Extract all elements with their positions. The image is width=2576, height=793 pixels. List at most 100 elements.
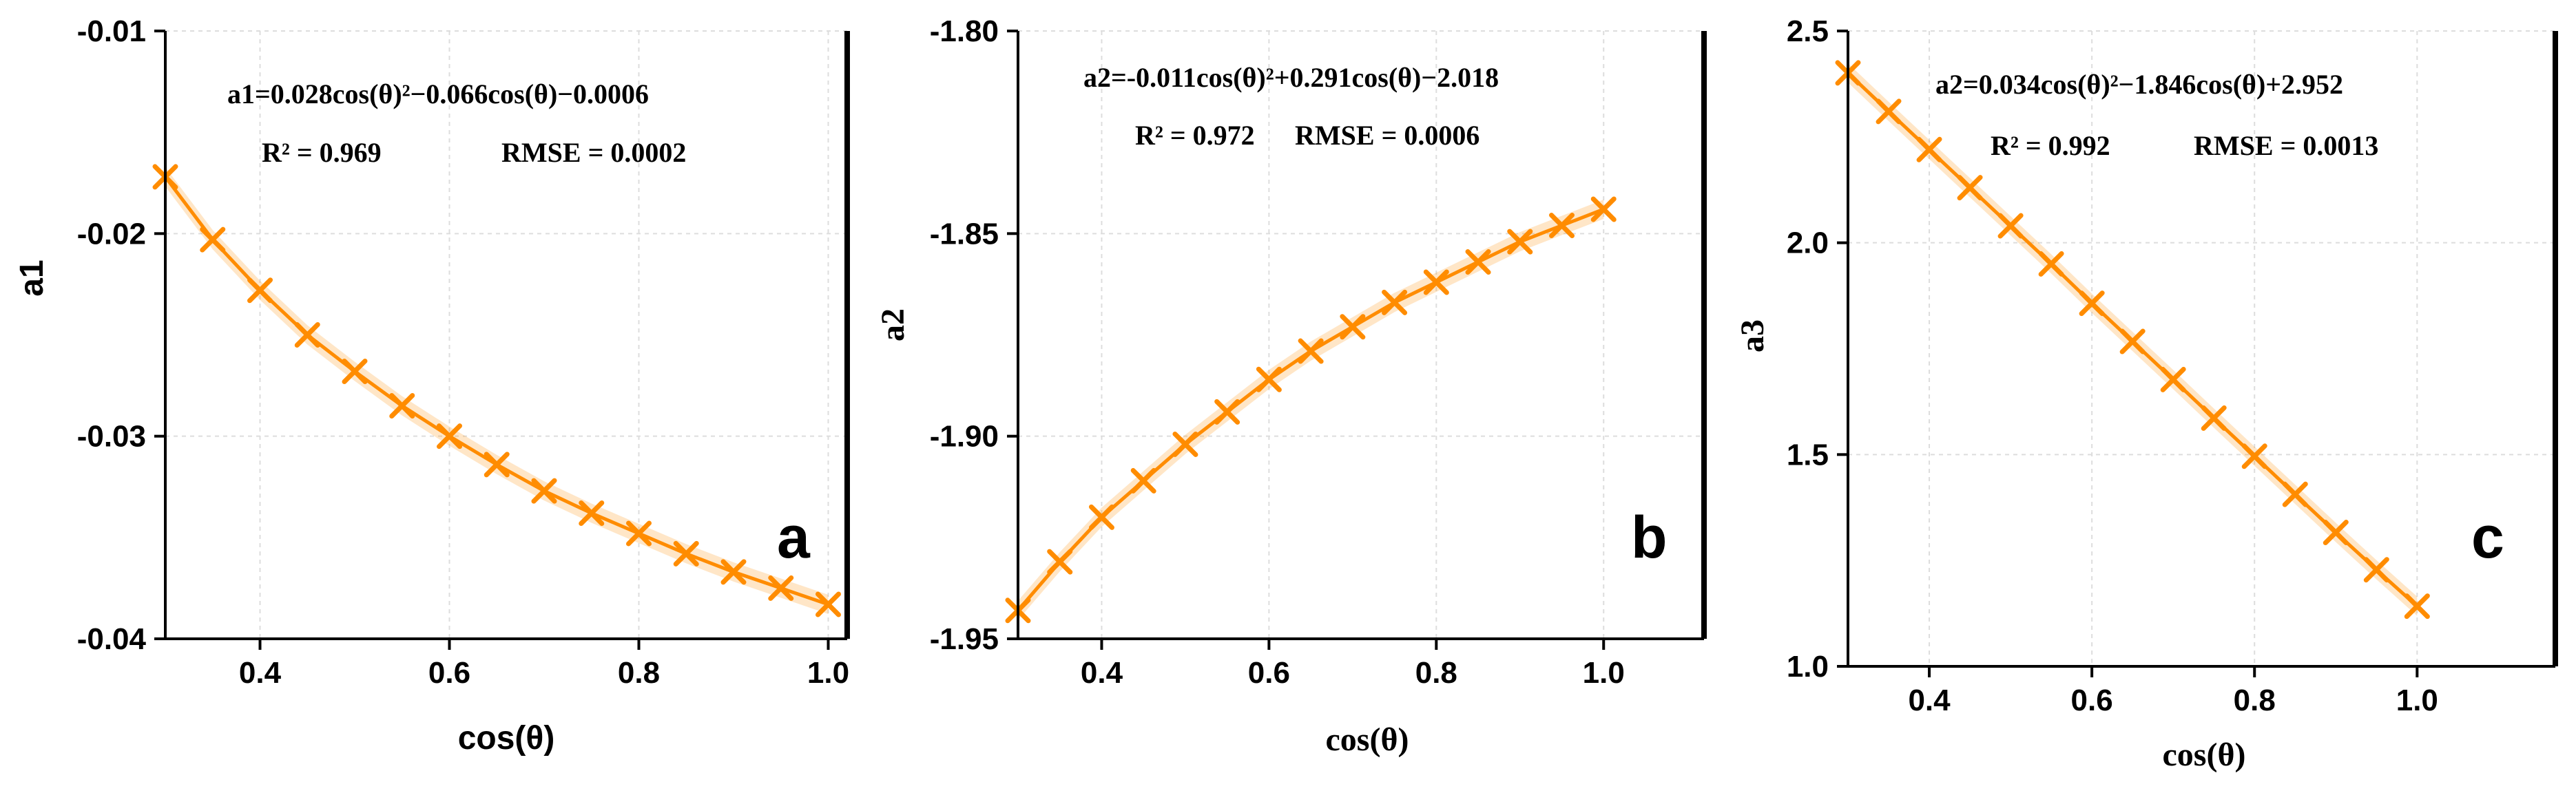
marker-stroke (1047, 549, 1073, 575)
x-tick-label: 1.0 (2396, 684, 2438, 717)
marker-stroke (1382, 289, 1408, 315)
data-point-marker (2119, 328, 2146, 355)
grid-lines (165, 30, 847, 639)
y-tick-label: -0.02 (77, 217, 146, 251)
data-point-marker (1590, 196, 1617, 222)
data-point-marker (1382, 289, 1408, 315)
data-point-marker (342, 358, 368, 384)
panel-letter: a (777, 505, 811, 571)
marker-stroke (1214, 399, 1240, 425)
marker-stroke (2323, 520, 2349, 546)
data-point-marker (1465, 249, 1491, 275)
data-markers (1005, 196, 1617, 624)
x-axis-label: cos(θ) (2162, 737, 2245, 773)
y-tick-label: -1.95 (930, 622, 999, 656)
x-tick-label: 1.0 (807, 656, 849, 690)
marker-stroke (2282, 481, 2308, 507)
y-tick-label: 2.5 (1787, 14, 1829, 48)
marker-stroke (768, 575, 794, 601)
y-tick-label: 2.0 (1787, 226, 1829, 260)
x-tick-label: 1.0 (1583, 656, 1625, 690)
data-point-marker (247, 277, 273, 304)
marker-stroke (294, 322, 320, 348)
y-tick-label: -1.85 (930, 217, 999, 251)
marker-stroke (1590, 196, 1617, 222)
data-point-marker (2282, 481, 2308, 507)
y-tick-label: -1.90 (930, 420, 999, 454)
marker-stroke (247, 277, 273, 304)
x-axis-label: cos(θ) (458, 720, 555, 757)
marker-stroke (1916, 136, 1942, 162)
confidence-band-area (1018, 200, 1604, 620)
rmse: RMSE = 0.0002 (501, 137, 686, 168)
rmse: RMSE = 0.0006 (1295, 120, 1479, 151)
confidence-band (1018, 200, 1604, 620)
x-tick-label: 0.4 (239, 656, 282, 690)
data-point-marker (1507, 229, 1533, 255)
data-point-marker (2079, 290, 2105, 317)
r-squared: R² = 0.969 (262, 137, 382, 168)
data-point-marker (626, 520, 652, 547)
x-tick-label: 0.6 (1248, 656, 1290, 690)
r-squared: R² = 0.992 (1991, 130, 2110, 161)
series-line (164, 176, 829, 606)
marker-stroke (1465, 249, 1491, 275)
marker-stroke (2119, 328, 2146, 355)
marker-stroke (2160, 366, 2186, 392)
data-point-marker (1088, 504, 1114, 530)
data-point-marker (816, 591, 841, 617)
r-squared: R² = 0.972 (1135, 120, 1255, 151)
data-point-marker (2038, 251, 2064, 277)
data-point-marker (1172, 431, 1198, 457)
data-point-marker (2160, 366, 2186, 392)
marker-stroke (579, 500, 605, 527)
x-tick-label: 0.6 (2071, 684, 2113, 717)
panel-b: -1.95-1.90-1.85-1.800.4 0.6 0.8 1.0 cos(θ) … (875, 14, 1707, 758)
data-point-marker (1876, 98, 1902, 125)
marker-stroke (531, 478, 557, 504)
marker-stroke (1957, 175, 1983, 201)
data-point-marker (2363, 557, 2389, 583)
panel-a: -0.04-0.03-0.02-0.010.4 0.6 0.8 1.0 cos(θ) … (14, 14, 850, 757)
marker-stroke (2079, 290, 2105, 317)
y-axis-label: a1 (14, 260, 50, 296)
marker-stroke (1172, 431, 1198, 457)
data-point-marker (1214, 399, 1240, 425)
data-point-marker (1423, 269, 1449, 295)
x-tick-label: 0.4 (1081, 656, 1123, 690)
y-tick-label: -1.80 (930, 14, 999, 48)
marker-stroke (200, 226, 226, 253)
series-a2 (1017, 207, 1605, 612)
data-point-marker (389, 393, 415, 419)
data-point-marker (200, 226, 226, 253)
marker-stroke (1997, 213, 2024, 239)
axes (1007, 30, 1707, 650)
x-tick-label: 0.8 (618, 656, 660, 690)
marker-stroke (1423, 269, 1449, 295)
fit-equation: a1=0.028cos(θ)²−0.066cos(θ)−0.0006 (227, 78, 649, 109)
fit-equation: a2=0.034cos(θ)²−1.846cos(θ)+2.952 (1935, 69, 2343, 100)
data-point-marker (1047, 549, 1073, 575)
marker-stroke (1507, 229, 1533, 255)
y-axis-label: a3 (1734, 319, 1771, 352)
data-point-marker (1130, 467, 1156, 494)
data-markers (152, 164, 841, 617)
axes (1837, 30, 2558, 677)
y-tick-label: 1.5 (1787, 438, 1829, 472)
axes (154, 30, 850, 650)
data-point-marker (437, 423, 462, 450)
data-point-marker (1549, 213, 1575, 239)
y-tick-label: -0.04 (77, 622, 147, 656)
marker-stroke (342, 358, 368, 384)
data-point-marker (1997, 213, 2024, 239)
data-point-marker (2404, 593, 2430, 620)
data-point-marker (2241, 443, 2267, 469)
data-point-marker (1957, 175, 1983, 201)
data-point-marker (531, 478, 557, 504)
data-point-marker (768, 575, 794, 601)
marker-stroke (720, 559, 747, 585)
marker-stroke (1549, 213, 1575, 239)
marker-stroke (2404, 593, 2430, 620)
data-point-marker (673, 540, 699, 567)
tick-labels: 1.0 1.5 2.0 2.5 0.4 0.6 0.8 1.0 (1787, 14, 2438, 717)
